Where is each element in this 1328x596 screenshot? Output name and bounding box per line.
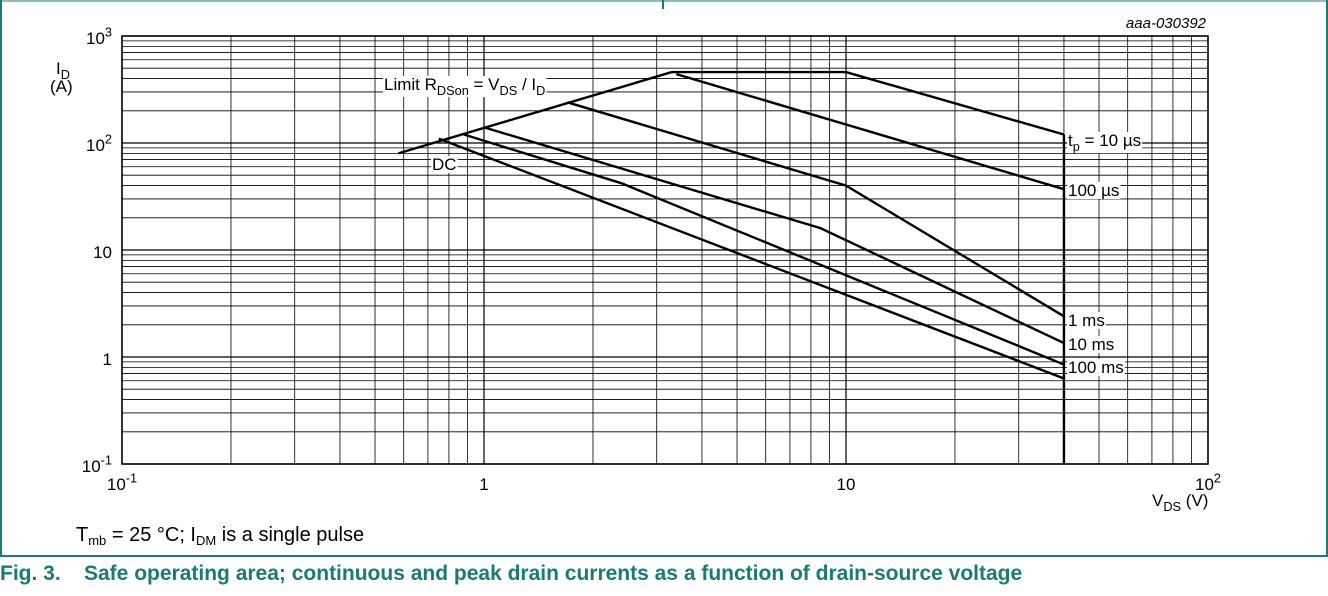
series-label-4: 100 ms <box>1068 358 1124 377</box>
series-label-4-bg <box>1067 359 1125 376</box>
figure-title: Safe operating area; continuous and peak… <box>84 562 1023 585</box>
series-line-2 <box>567 101 1065 318</box>
series-line-5 <box>438 137 1065 380</box>
series-label-0: tp = 10 µs <box>1068 131 1141 154</box>
figure-id: aaa-030392 <box>1126 15 1207 32</box>
y-tick-label-3: 1 <box>103 350 112 369</box>
y-tick-label-0: 103 <box>86 24 112 48</box>
y-tick-label-2: 10 <box>93 243 112 262</box>
series-label-1-bg <box>1067 182 1121 199</box>
y-tick-label-1: 102 <box>86 131 112 155</box>
series-label-3-bg <box>1067 336 1116 353</box>
series-label-3: 10 ms <box>1068 335 1114 354</box>
series-line-3 <box>483 126 1065 345</box>
x-tick-label-3: 102 <box>1195 470 1221 494</box>
series-label-0-bg <box>1067 132 1143 154</box>
series-label-1: 100 µs <box>1068 181 1119 200</box>
x-tick-label-2: 10 <box>837 475 856 494</box>
x-axis-label: VDS (V) <box>1152 491 1208 514</box>
series-label-5-bg <box>431 156 458 173</box>
x-tick-label-1: 1 <box>479 475 488 494</box>
series-line-1 <box>676 73 1065 191</box>
y-axis-unit: (A) <box>50 77 73 96</box>
series-line-4 <box>463 133 1065 366</box>
series-label-2: 1 ms <box>1068 311 1105 330</box>
plot-border <box>121 35 1209 465</box>
chart-grid <box>121 35 1209 465</box>
series-line-0 <box>671 70 1065 136</box>
y-axis-label: ID <box>56 59 70 82</box>
series-label-2-bg <box>1067 312 1106 329</box>
x-tick-label-0: 10-1 <box>107 470 137 494</box>
series-label-5: DC <box>432 155 457 174</box>
y-tick-label-4: 10-1 <box>82 452 112 476</box>
chart-note: Tmb = 25 °C; IDM is a single pulse <box>76 524 365 548</box>
figure-caption: Fig. 3. Safe operating area; continuous a… <box>0 562 1022 586</box>
limit-rdson-label-bg <box>383 76 547 98</box>
figure-number: Fig. 3. <box>0 562 61 585</box>
limit-rdson-label: Limit RDSon = VDS / ID <box>384 75 545 98</box>
chart-curves <box>398 70 1066 464</box>
